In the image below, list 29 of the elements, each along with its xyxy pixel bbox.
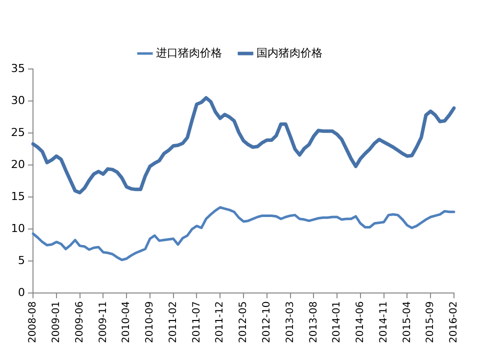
y-tick-label: 5: [18, 254, 25, 268]
x-tick-label: 2011-12: [214, 301, 226, 344]
y-tick-label: 15: [10, 190, 25, 203]
x-tick-label: 2014-01: [332, 301, 343, 344]
x-tick-label: 2011-07: [191, 301, 202, 344]
x-tick-label: 2012-05: [238, 301, 250, 344]
y-tick-label: 35: [10, 62, 25, 75]
x-tick-label: 2016-02: [448, 301, 460, 344]
x-tick-label: 2009-06: [74, 301, 86, 344]
x-tick-label: 2013-08: [308, 301, 320, 344]
x-tick-label: 2010-04: [121, 301, 132, 344]
y-tick-label: 10: [10, 222, 25, 236]
x-tick-label: 2012-10: [261, 301, 272, 344]
y-tick-label: 25: [10, 126, 25, 139]
y-tick-label: 0: [18, 286, 25, 300]
x-tick-label: 2015-09: [425, 301, 436, 344]
x-tick-label: 2013-03: [284, 301, 296, 344]
y-tick-label: 30: [10, 94, 25, 107]
legend-label: 进口猪肉价格: [156, 46, 222, 60]
x-tick-label: 2015-04: [402, 301, 413, 344]
legend-label: 国内猪肉价格: [256, 46, 322, 60]
x-tick-label: 2008-08: [28, 301, 39, 344]
x-tick-label: 2010-09: [144, 301, 156, 344]
x-tick-label: 2014-11: [378, 301, 390, 344]
x-tick-label: 2011-02: [168, 301, 179, 344]
x-tick-label: 2009-11: [98, 301, 109, 344]
y-tick-label: 20: [10, 158, 25, 171]
x-tick-label: 2014-06: [355, 301, 366, 344]
x-tick-label: 2009-01: [50, 301, 62, 344]
